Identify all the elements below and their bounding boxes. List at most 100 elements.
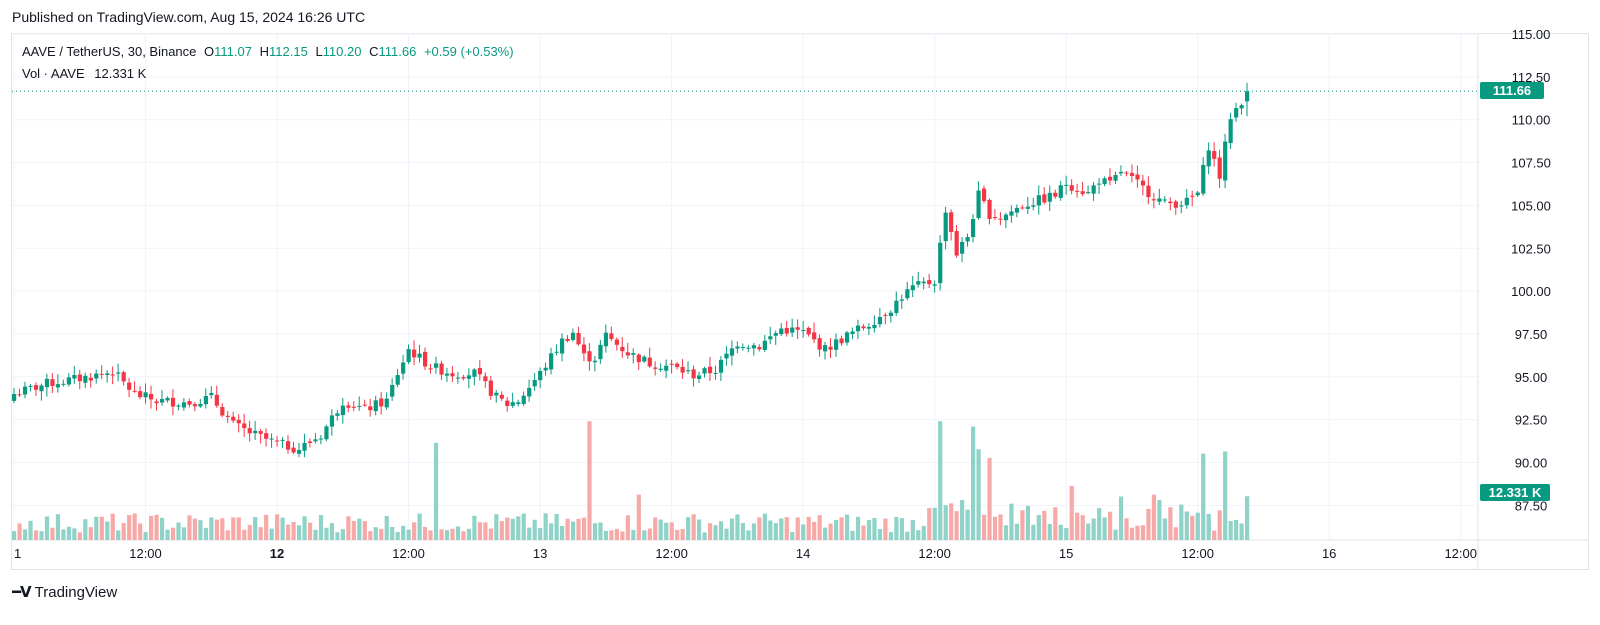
volume-bar xyxy=(351,520,356,540)
candle-body xyxy=(817,338,822,350)
candle-body xyxy=(220,407,225,416)
volume-bar xyxy=(138,523,143,540)
y-tick-label: 95.00 xyxy=(1515,370,1548,385)
volume-bar xyxy=(560,526,565,540)
volume-bar xyxy=(998,514,1003,540)
volume-bar xyxy=(384,516,389,540)
candle-body xyxy=(768,336,773,340)
volume-bar xyxy=(33,530,39,540)
volume-bar xyxy=(570,521,576,540)
candle-body xyxy=(1135,174,1140,180)
volume-bar xyxy=(757,517,762,540)
volume-bar xyxy=(1069,486,1074,540)
volume-bar xyxy=(866,520,872,540)
candle-body xyxy=(477,368,482,375)
candle-body xyxy=(680,366,685,373)
candle-body xyxy=(1113,175,1118,181)
x-tick-label: 12:00 xyxy=(655,546,688,561)
volume-bar xyxy=(1086,523,1091,540)
candle-body xyxy=(1234,108,1239,118)
published-caption: Published on TradingView.com, Aug 15, 20… xyxy=(12,9,366,25)
volume-bar xyxy=(154,514,159,540)
candle-body xyxy=(834,339,839,350)
candle-body xyxy=(713,372,718,374)
candle-body xyxy=(943,212,948,242)
volume-bar xyxy=(379,528,384,540)
candle-body xyxy=(1053,192,1058,197)
volume-bar xyxy=(192,518,198,540)
last-volume-tag: 12.331 K xyxy=(1480,484,1550,501)
volume-bar xyxy=(790,532,795,540)
candle-body xyxy=(1129,172,1135,176)
volume-bar xyxy=(340,529,345,540)
candle-body xyxy=(1064,184,1069,186)
volume-bar xyxy=(521,513,526,540)
symbol-label[interactable]: AAVE / TetherUS, 30, Binance xyxy=(22,44,197,59)
change-value: +0.59 (+0.53%) xyxy=(423,44,514,59)
volume-bar xyxy=(1124,518,1129,540)
volume-bar xyxy=(401,525,406,540)
candle-body xyxy=(828,346,833,350)
candle-body xyxy=(527,387,532,397)
candle-body xyxy=(866,326,872,329)
volume-bar xyxy=(543,513,548,540)
volume-bar xyxy=(855,516,861,540)
volume-bar xyxy=(357,518,362,540)
volume-bar xyxy=(510,518,515,540)
volume-bar xyxy=(740,523,746,540)
volume-bar xyxy=(1157,500,1162,540)
volume-bar xyxy=(1102,517,1107,540)
candle-body xyxy=(883,314,888,316)
candle-body xyxy=(697,375,702,379)
volume-bar xyxy=(729,518,735,540)
volume-bar xyxy=(1195,512,1200,540)
volume-bar xyxy=(1129,527,1135,540)
volume-bar xyxy=(1113,529,1118,540)
volume-bar xyxy=(116,530,121,540)
candle-body xyxy=(423,351,428,367)
volume-bar xyxy=(620,531,625,540)
candle-body xyxy=(165,397,170,401)
candle-body xyxy=(1179,205,1184,207)
volume-bar xyxy=(296,525,302,540)
y-tick-label: 92.50 xyxy=(1515,413,1548,428)
candle-body xyxy=(647,357,652,367)
tradingview-brand[interactable]: ━𝗩 TradingView xyxy=(12,583,117,601)
volume-bar xyxy=(1190,515,1195,540)
candle-body xyxy=(861,326,866,329)
volume-legend: Vol · AAVE 12.331 K xyxy=(22,66,146,81)
candle-body xyxy=(729,348,735,356)
candle-body xyxy=(351,406,356,408)
candle-body xyxy=(395,375,400,385)
candle-body xyxy=(66,377,71,385)
volume-bar xyxy=(1135,525,1140,540)
volume-bar xyxy=(664,522,669,540)
volume-bar xyxy=(390,527,395,540)
candle-body xyxy=(132,390,137,392)
candle-body xyxy=(455,377,461,379)
volume-bar xyxy=(444,530,450,540)
volume-bar xyxy=(275,514,280,540)
volume-bar xyxy=(94,516,99,540)
volume-bar xyxy=(1031,524,1036,540)
candle-body xyxy=(154,401,159,404)
volume-bar xyxy=(938,421,943,540)
volume-bar xyxy=(954,511,959,540)
volume-bar xyxy=(110,513,115,540)
volume-bar xyxy=(581,517,587,540)
volume-bar xyxy=(1025,505,1030,540)
candle-body xyxy=(675,363,680,367)
candle-body xyxy=(1069,185,1074,191)
candle-body xyxy=(302,442,307,451)
candle-body xyxy=(505,400,510,407)
candle-body xyxy=(379,398,384,407)
y-tick-label: 107.50 xyxy=(1511,156,1551,171)
volume-bar xyxy=(669,522,674,540)
candle-body xyxy=(614,339,619,345)
volume-label[interactable]: Vol · AAVE xyxy=(22,66,85,81)
candle-body xyxy=(1075,190,1080,192)
candle-body xyxy=(412,349,417,358)
ohlc-legend: AAVE / TetherUS, 30, Binance O111.07 H11… xyxy=(22,44,518,59)
volume-bar xyxy=(943,505,948,540)
